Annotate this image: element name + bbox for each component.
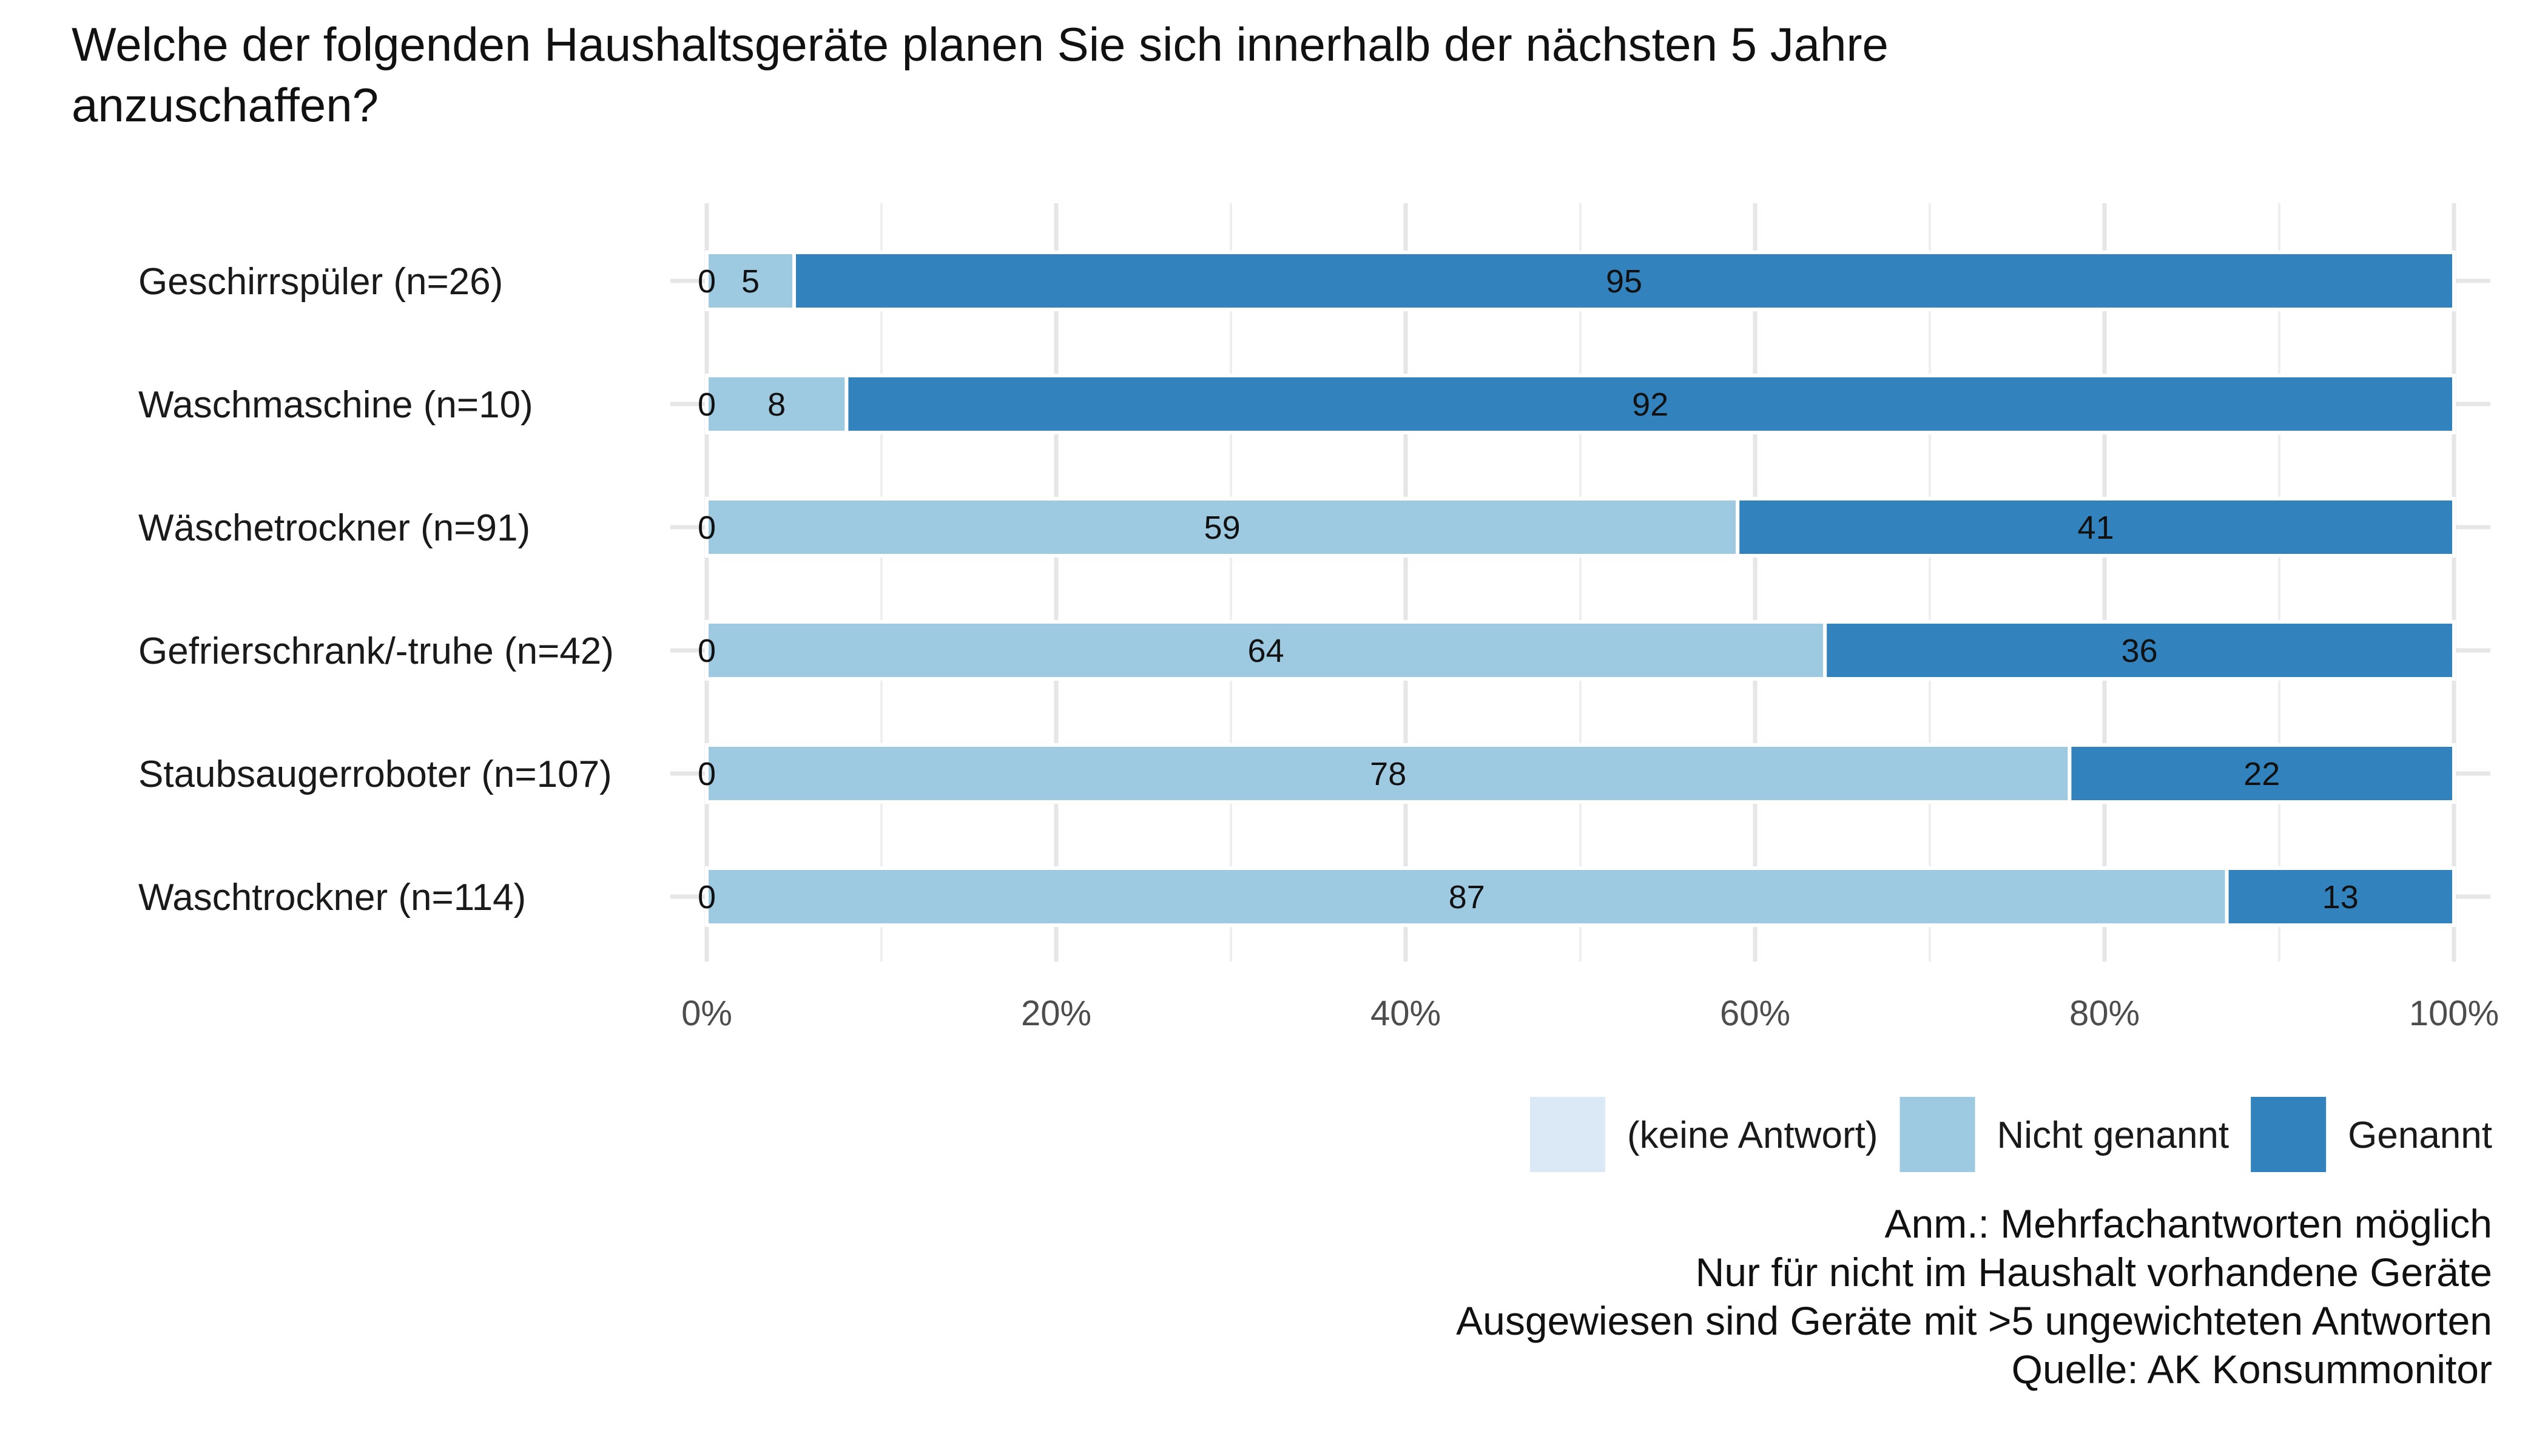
x-tick-label: 60% xyxy=(1720,994,1790,1033)
bar-segment-nicht-genannt xyxy=(705,620,1827,681)
footnote-line: Quelle: AK Konsummonitor xyxy=(2012,1347,2492,1392)
bar-segment-nicht-genannt xyxy=(705,866,2229,927)
bar-value-label: 64 xyxy=(1248,633,1284,669)
bar-segment-nicht-genannt xyxy=(705,743,2072,804)
grid-lines xyxy=(670,203,2490,962)
category-label: Gefrierschrank/-truhe (n=42) xyxy=(138,630,614,672)
bar-segment-genannt xyxy=(844,374,2456,434)
category-label: Staubsaugerroboter (n=107) xyxy=(138,753,612,795)
bar-segment-genannt xyxy=(1823,620,2456,681)
legend-label: (keine Antwort) xyxy=(1627,1114,1878,1156)
bar-segment-nicht-genannt xyxy=(705,251,796,311)
bar-value-label: 5 xyxy=(741,263,760,300)
bar-segment-genannt xyxy=(2068,743,2456,804)
bar-value-label: 0 xyxy=(698,510,716,546)
legend-label: Genannt xyxy=(2348,1114,2492,1156)
bar-value-label: 0 xyxy=(698,879,716,915)
bar-value-label: 92 xyxy=(1632,386,1668,423)
bar-segment-nicht-genannt xyxy=(705,374,849,434)
bar-value-label: 41 xyxy=(2078,510,2114,546)
bar-value-label: 0 xyxy=(698,633,716,669)
bar-value-label: 0 xyxy=(698,263,716,300)
bars xyxy=(705,251,2456,927)
bar-value-label: 36 xyxy=(2122,633,2158,669)
bar-value-label: 78 xyxy=(1370,756,1406,792)
category-label: Waschtrockner (n=114) xyxy=(138,877,526,918)
chart-title: Welche der folgenden Haushaltsgeräte pla… xyxy=(72,18,1889,132)
x-axis-tick-labels: 0% 20% 40% 60% 80% 100% xyxy=(681,994,2499,1033)
legend-swatch-genannt xyxy=(2251,1097,2327,1172)
bar-segment-genannt xyxy=(792,251,2456,311)
bar-value-label: 87 xyxy=(1449,879,1485,915)
bar-value-label: 13 xyxy=(2322,879,2359,915)
legend-label: Nicht genannt xyxy=(1997,1114,2230,1156)
footnote-line: Nur für nicht im Haushalt vorhandene Ger… xyxy=(1696,1250,2492,1295)
bar-value-label: 8 xyxy=(767,386,786,423)
bar-value-label: 0 xyxy=(698,386,716,423)
bar-segment-genannt xyxy=(1736,497,2456,558)
bar-value-label: 95 xyxy=(1606,263,1642,300)
x-tick-label: 100% xyxy=(2409,994,2499,1033)
x-tick-label: 40% xyxy=(1370,994,1441,1033)
bar-value-label: 59 xyxy=(1204,510,1241,546)
chart-title-line-2: anzuschaffen? xyxy=(72,78,379,132)
category-label: Waschmaschine (n=10) xyxy=(138,384,533,426)
category-label: Geschirrspüler (n=26) xyxy=(138,261,503,303)
category-label: Wäschetrockner (n=91) xyxy=(138,507,530,549)
category-axis-labels: Geschirrspüler (n=26) Waschmaschine (n=10… xyxy=(138,261,614,918)
bar-value-label: 0 xyxy=(698,756,716,792)
bar-segment-genannt xyxy=(2225,866,2456,927)
legend: (keine Antwort) Nicht genannt Genannt xyxy=(1530,1097,2492,1172)
chart-title-line-1: Welche der folgenden Haushaltsgeräte pla… xyxy=(72,18,1889,71)
x-tick-label: 0% xyxy=(681,994,732,1033)
legend-swatch-nicht-genannt xyxy=(1899,1097,1975,1172)
bar-value-labels: 0 5 950 8 920 59 410 64 360 78 220 87 13 xyxy=(698,263,2359,915)
x-tick-label: 20% xyxy=(1021,994,1091,1033)
footnote-line: Anm.: Mehrfachantworten möglich xyxy=(1885,1201,2492,1246)
bar-value-label: 22 xyxy=(2243,756,2280,792)
footnote-line: Ausgewiesen sind Geräte mit >5 ungewicht… xyxy=(1456,1298,2492,1343)
x-tick-label: 80% xyxy=(2069,994,2140,1033)
legend-swatch-keine-antwort xyxy=(1530,1097,1606,1172)
